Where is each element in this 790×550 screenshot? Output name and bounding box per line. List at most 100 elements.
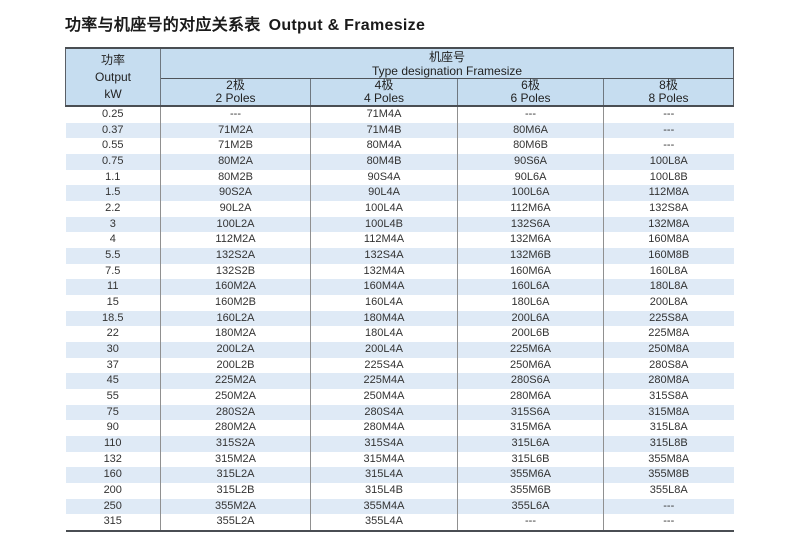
table-row: 7.5 132S2B 132M4A 160M6A 160L8A xyxy=(65,263,734,280)
output-cell: 250 xyxy=(65,498,161,515)
output-header-zh: 功率 xyxy=(100,52,125,67)
output-cell: 18.5 xyxy=(65,310,161,327)
frame-cell-8-poles: 225M8A xyxy=(603,326,734,343)
frame-cell-2-poles: 315L2B xyxy=(160,483,311,499)
frame-cell-4-poles: 280S4A xyxy=(310,404,458,421)
output-header-unit: kW xyxy=(104,86,122,101)
header-6-poles-zh: 6极 xyxy=(521,78,540,92)
frame-cell-4-poles: 160L4A xyxy=(310,295,458,311)
table-row: 37 200L2B 225S4A 250M6A 280S8A xyxy=(65,357,734,374)
frame-cell-8-poles: --- xyxy=(603,514,734,533)
output-cell: 45 xyxy=(65,373,161,390)
frame-cell-4-poles: 355L4A xyxy=(310,514,458,533)
frame-cell-8-poles: 112M8A xyxy=(603,185,734,202)
frame-cell-2-poles: 90L2A xyxy=(160,201,311,217)
frame-cell-4-poles: 315L4B xyxy=(310,483,458,499)
frame-cell-8-poles: 132S8A xyxy=(603,201,734,217)
table-row: 90 280M2A 280M4A 315M6A 315L8A xyxy=(65,420,734,437)
header-8-poles-zh: 8极 xyxy=(659,78,678,92)
framesize-header-en: Type designation Framesize xyxy=(371,63,523,78)
frame-cell-8-poles: 355M8A xyxy=(603,451,734,468)
output-framesize-table: 功率 Output kW 机座号 Type designation Frames… xyxy=(65,47,735,533)
output-cell: 132 xyxy=(65,451,161,468)
frame-cell-4-poles: 100L4B xyxy=(310,216,458,233)
frame-cell-8-poles: 180L8A xyxy=(603,279,734,296)
frame-cell-4-poles: 132M4A xyxy=(310,263,458,280)
output-cell: 15 xyxy=(65,295,161,311)
frame-cell-8-poles: --- xyxy=(603,106,734,123)
frame-cell-2-poles: 355M2A xyxy=(160,498,311,515)
frame-cell-2-poles: 71M2B xyxy=(160,138,311,155)
frame-cell-4-poles: 71M4B xyxy=(310,122,458,139)
table-row: 15 160M2B 160L4A 180L6A 200L8A xyxy=(65,295,734,311)
output-cell: 0.25 xyxy=(65,106,161,123)
frame-cell-8-poles: 315L8A xyxy=(603,420,734,437)
output-cell: 315 xyxy=(65,514,161,533)
header-2-poles: 2极 2 Poles xyxy=(160,78,311,107)
frame-cell-6-poles: 160M6A xyxy=(457,263,604,280)
frame-cell-2-poles: 90S2A xyxy=(160,185,311,202)
table-row: 22 180M2A 180L4A 200L6B 225M8A xyxy=(65,326,734,343)
header-6-poles-en: 6 Poles xyxy=(510,91,551,105)
frame-cell-2-poles: 132S2A xyxy=(160,248,311,264)
frame-cell-6-poles: 112M6A xyxy=(457,201,604,217)
table-row: 200 315L2B 315L4B 355M6B 355L8A xyxy=(65,483,734,499)
output-cell: 37 xyxy=(65,357,161,374)
output-cell: 5.5 xyxy=(65,248,161,264)
frame-cell-4-poles: 160M4A xyxy=(310,279,458,296)
frame-cell-2-poles: 200L2B xyxy=(160,357,311,374)
frame-cell-6-poles: 225M6A xyxy=(457,342,604,358)
output-cell: 75 xyxy=(65,404,161,421)
output-cell: 110 xyxy=(65,436,161,452)
frame-cell-8-poles: 315M8A xyxy=(603,404,734,421)
frame-cell-8-poles: 280S8A xyxy=(603,357,734,374)
output-cell: 22 xyxy=(65,326,161,343)
frame-cell-6-poles: 90S6A xyxy=(457,154,604,170)
frame-cell-6-poles: 315M6A xyxy=(457,420,604,437)
table-row: 0.55 71M2B 80M4A 80M6B --- xyxy=(65,138,734,155)
table-row: 75 280S2A 280S4A 315S6A 315M8A xyxy=(65,404,734,421)
output-cell: 7.5 xyxy=(65,263,161,280)
frame-cell-8-poles: 225S8A xyxy=(603,310,734,327)
frame-cell-6-poles: 280S6A xyxy=(457,373,604,390)
frame-cell-6-poles: 250M6A xyxy=(457,357,604,374)
frame-cell-2-poles: 80M2A xyxy=(160,154,311,170)
frame-cell-2-poles: 100L2A xyxy=(160,216,311,233)
table-header: 功率 Output kW 机座号 Type designation Frames… xyxy=(65,47,735,107)
frame-cell-4-poles: 225S4A xyxy=(310,357,458,374)
table-row: 2.2 90L2A 100L4A 112M6A 132S8A xyxy=(65,201,734,217)
frame-cell-8-poles: 355L8A xyxy=(603,483,734,499)
header-2-poles-zh: 2极 xyxy=(226,78,245,92)
frame-cell-8-poles: 160L8A xyxy=(603,263,734,280)
table-row: 132 315M2A 315M4A 315L6B 355M8A xyxy=(65,451,734,468)
frame-cell-8-poles: 100L8B xyxy=(603,169,734,186)
frame-cell-4-poles: 112M4A xyxy=(310,232,458,249)
frame-cell-4-poles: 180L4A xyxy=(310,326,458,343)
frame-cell-8-poles: 160M8B xyxy=(603,248,734,264)
frame-cell-6-poles: 132M6B xyxy=(457,248,604,264)
frame-cell-4-poles: 90L4A xyxy=(310,185,458,202)
frame-cell-6-poles: 80M6A xyxy=(457,122,604,139)
frame-cell-6-poles: 315S6A xyxy=(457,404,604,421)
frame-cell-2-poles: 280S2A xyxy=(160,404,311,421)
table-row: 0.75 80M2A 80M4B 90S6A 100L8A xyxy=(65,154,734,170)
table-row: 1.1 80M2B 90S4A 90L6A 100L8B xyxy=(65,169,734,186)
frame-cell-6-poles: 355L6A xyxy=(457,498,604,515)
frame-cell-6-poles: 180L6A xyxy=(457,295,604,311)
frame-cell-4-poles: 225M4A xyxy=(310,373,458,390)
frame-cell-8-poles: 315S8A xyxy=(603,389,734,405)
table-row: 315 355L2A 355L4A --- --- xyxy=(65,514,734,533)
header-4-poles-en: 4 Poles xyxy=(363,91,405,105)
page-title-en: Output & Framesize xyxy=(268,17,426,34)
frame-cell-6-poles: 80M6B xyxy=(457,138,604,155)
frame-cell-2-poles: 280M2A xyxy=(160,420,311,437)
frame-cell-2-poles: 225M2A xyxy=(160,373,311,390)
frame-cell-2-poles: --- xyxy=(160,106,311,123)
output-cell: 1.1 xyxy=(65,169,161,186)
frame-cell-4-poles: 132S4A xyxy=(310,248,458,264)
output-header-en: Output xyxy=(94,69,132,84)
framesize-header-zh: 机座号 xyxy=(429,49,466,64)
output-cell: 4 xyxy=(65,232,161,249)
output-cell: 90 xyxy=(65,420,161,437)
